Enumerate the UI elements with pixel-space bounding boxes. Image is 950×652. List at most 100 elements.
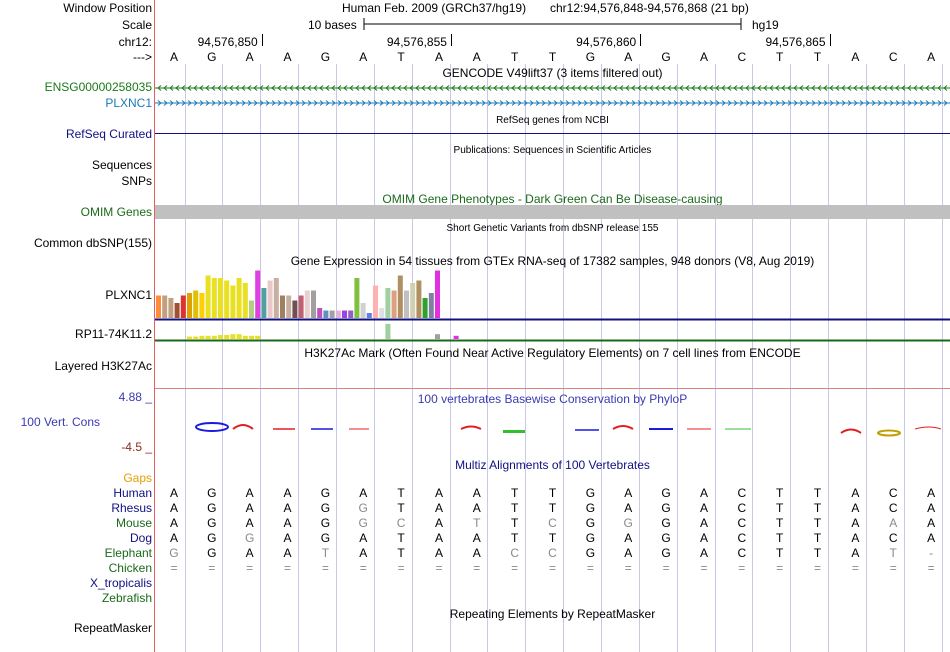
gtex-chart[interactable] — [155, 266, 950, 346]
gene-strand-chevron — [325, 100, 330, 106]
alignment-base: = — [473, 561, 481, 575]
dbsnp-label[interactable]: Common dbSNP(155) — [33, 236, 152, 250]
alignment-base: G — [623, 516, 633, 530]
omim-bar[interactable] — [155, 205, 950, 219]
gencode-item-label[interactable]: ENSG00000258035 — [44, 80, 152, 94]
gene-strand-chevron — [481, 85, 486, 91]
gtex-title: Gene Expression in 54 tissues from GTEx … — [290, 254, 815, 268]
gene-strand-chevron — [745, 85, 750, 91]
species-label[interactable]: Zebrafish — [101, 591, 152, 605]
alignment-base: G — [661, 516, 671, 530]
gene-strand-chevron — [205, 85, 210, 91]
dbsnp-title: Short Genetic Variants from dbSNP releas… — [446, 223, 659, 234]
phylop-logo[interactable] — [155, 418, 950, 440]
omim-label[interactable]: OMIM Genes — [80, 205, 152, 219]
gene-strand-chevron — [355, 85, 360, 91]
gene-strand-chevron — [817, 100, 822, 106]
gtex-bar — [255, 335, 261, 339]
sequences-label[interactable]: Sequences — [91, 158, 152, 172]
alignment-base: A — [283, 501, 292, 515]
h3k27-label[interactable]: Layered H3K27Ac — [54, 359, 152, 373]
alignment-base: G — [585, 501, 596, 515]
gene-strand-chevron — [427, 100, 432, 106]
coordinate-label: 94,576,850 — [197, 35, 258, 49]
gene-strand-chevron — [595, 85, 600, 91]
alignment-base: T — [548, 531, 557, 545]
gene-strand-chevron — [199, 85, 204, 91]
snps-label[interactable]: SNPs — [121, 174, 152, 188]
gtex-bar — [422, 298, 428, 318]
alignment-base: A — [927, 531, 936, 545]
gene-strand-chevron — [571, 85, 576, 91]
gtex-bar — [199, 335, 205, 339]
species-label[interactable]: Chicken — [108, 561, 152, 575]
gene-strand-chevron — [853, 85, 858, 91]
gene-strand-chevron — [637, 100, 642, 106]
alignment-base: = — [776, 561, 784, 575]
gtex-bar — [298, 295, 304, 318]
phylop-mark — [877, 429, 901, 437]
gene-strand-chevron — [157, 100, 162, 106]
species-label[interactable]: Dog — [129, 531, 152, 545]
refseq-label[interactable]: RefSeq Curated — [65, 127, 152, 141]
gene-strand-chevron — [769, 85, 774, 91]
gene-strand-chevron — [283, 100, 288, 106]
gene-strand-chevron — [427, 85, 432, 91]
gtex-gene2-label[interactable]: RP11-74K11.2 — [75, 327, 152, 341]
dna-base: A — [472, 50, 481, 64]
gene-strand-chevron — [721, 100, 726, 106]
gene-strand-chevron — [691, 100, 696, 106]
alignment-base: C — [737, 516, 747, 530]
gtex-gene1-label[interactable]: PLXNC1 — [105, 288, 152, 302]
gene-strand-chevron — [547, 100, 552, 106]
gene-strand-chevron — [937, 85, 942, 91]
dna-base: A — [283, 50, 292, 64]
gene-strand-chevron — [907, 100, 912, 106]
alignment-base: G — [207, 516, 217, 530]
gene-strand-chevron — [475, 100, 480, 106]
alignment-base: = — [889, 561, 897, 575]
gene-strand-chevron — [247, 85, 252, 91]
gtex-bar — [187, 336, 192, 339]
species-label[interactable]: Human — [113, 486, 152, 500]
refseq-gene-line[interactable] — [155, 133, 950, 134]
alignment-base: = — [700, 561, 708, 575]
repeatmasker-label[interactable]: RepeatMasker — [73, 621, 152, 635]
gene-strand-chevron — [343, 100, 348, 106]
gtex-bar — [242, 283, 248, 318]
species-label[interactable]: Mouse — [115, 516, 152, 530]
gene-strand-chevron — [541, 100, 546, 106]
gene-strand-chevron — [787, 100, 792, 106]
dna-base: G — [585, 50, 596, 64]
gene-strand-chevron — [823, 100, 828, 106]
gene-strand-chevron — [373, 100, 378, 106]
gencode-genes[interactable] — [155, 81, 950, 107]
dna-base: T — [397, 50, 405, 64]
gtex-bar — [218, 335, 223, 339]
phylop-label[interactable]: 100 Vert. Cons — [20, 415, 100, 429]
alignment-base: T — [548, 486, 557, 500]
gene-strand-chevron — [781, 100, 786, 106]
gene-strand-chevron — [511, 85, 516, 91]
gene-strand-chevron — [565, 100, 570, 106]
species-label[interactable]: X_tropicalis — [89, 576, 152, 590]
species-label[interactable]: Rhesus — [111, 501, 152, 515]
alignment-base: C — [737, 486, 747, 500]
gene-strand-chevron — [361, 85, 366, 91]
phylop-mark — [914, 426, 942, 430]
gene-strand-chevron — [823, 85, 828, 91]
gene-strand-chevron — [325, 85, 330, 91]
species-label[interactable]: Elephant — [104, 546, 152, 560]
alignment-base: = — [549, 561, 557, 575]
gene-strand-chevron — [553, 85, 558, 91]
gene-strand-chevron — [685, 100, 690, 106]
alignment-base: A — [169, 531, 178, 545]
gencode-item-label[interactable]: PLXNC1 — [105, 96, 152, 110]
alignment-base: A — [851, 546, 860, 560]
gene-strand-chevron — [445, 85, 450, 91]
position-text[interactable]: chr12:94,576,848-94,576,868 (21 bp) — [550, 1, 749, 15]
alignment-base: G — [207, 531, 217, 545]
gene-strand-chevron — [175, 85, 180, 91]
alignment-base: = — [738, 561, 746, 575]
gene-strand-chevron — [643, 85, 648, 91]
